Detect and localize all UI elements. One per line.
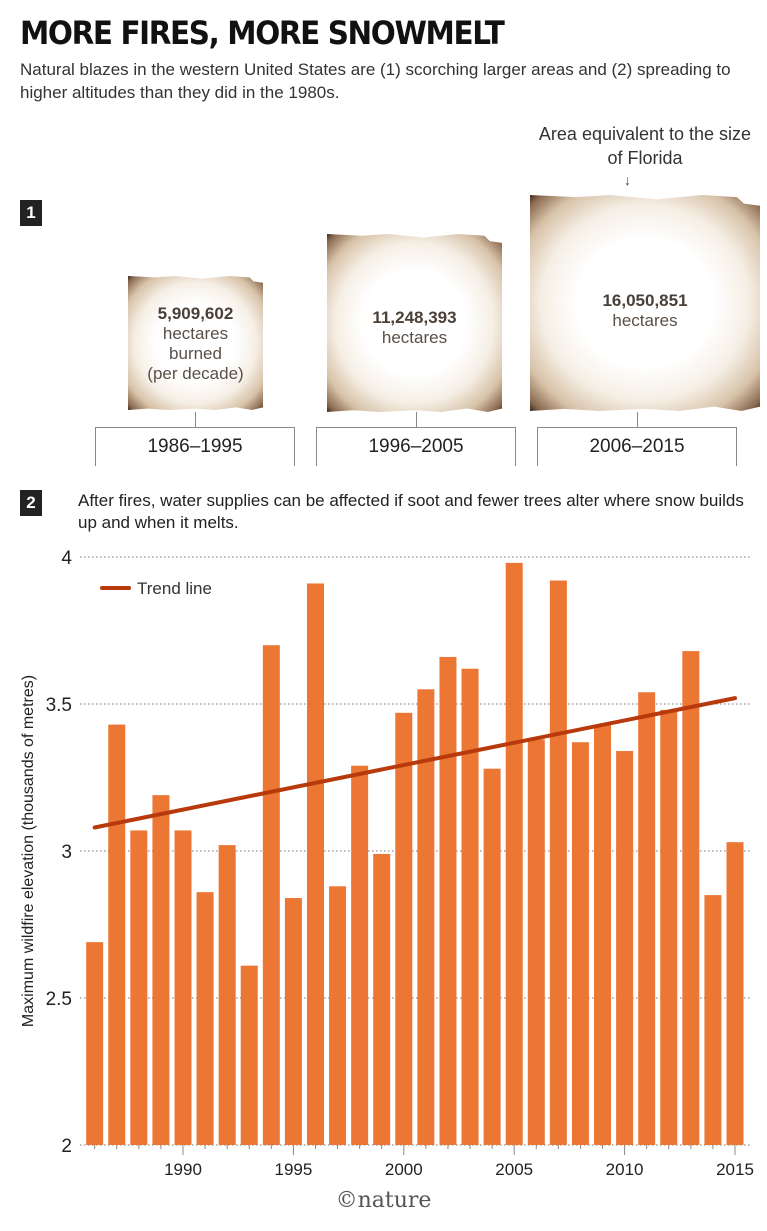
nature-logo: ©nature — [335, 1188, 432, 1213]
bar-2004 — [483, 768, 501, 1145]
area-value: 11,248,393 — [372, 308, 457, 327]
bar-2006 — [527, 739, 545, 1145]
area-unit: hectares — [612, 311, 678, 330]
bar-2014 — [704, 895, 722, 1145]
bar-1998 — [351, 765, 369, 1145]
legend-label: Trend line — [137, 579, 212, 598]
bar-1991 — [196, 892, 214, 1145]
burned-area-paper-1996: 11,248,393 hectares — [327, 234, 502, 412]
bar-2015 — [726, 842, 744, 1145]
bar-2000 — [395, 712, 413, 1145]
annotation-arrow-icon: ↓ — [624, 172, 631, 188]
bar-1993 — [240, 965, 258, 1145]
period-bracket: 1986–1995 — [95, 412, 295, 466]
bar-1989 — [152, 795, 170, 1145]
period-bracket: 2006–2015 — [537, 412, 737, 466]
x-tick-label: 1995 — [274, 1160, 312, 1179]
bar-2009 — [594, 724, 612, 1145]
y-tick-label: 4 — [61, 548, 72, 569]
bar-1987 — [108, 724, 126, 1145]
section-2-text: After fires, water supplies can be affec… — [78, 491, 744, 532]
area-extra: burned — [169, 344, 222, 363]
x-tick-label: 2010 — [606, 1160, 644, 1179]
x-tick-label: 2005 — [495, 1160, 533, 1179]
period-label: 1986–1995 — [147, 436, 243, 457]
bar-2010 — [616, 751, 634, 1145]
area-value: 16,050,851 — [602, 291, 688, 310]
bar-1986 — [86, 942, 104, 1145]
bar-2011 — [638, 692, 656, 1145]
burned-area-paper-2006: 16,050,851 hectares — [530, 195, 760, 411]
bar-2005 — [505, 562, 523, 1145]
area-unit: hectares — [381, 328, 448, 347]
y-tick-label: 2 — [61, 1136, 72, 1157]
x-tick-label: 2000 — [385, 1160, 423, 1179]
bar-1990 — [174, 830, 192, 1145]
florida-annotation: Area equivalent to the size of Florida — [538, 124, 752, 168]
bar-2003 — [461, 668, 479, 1145]
area-unit: hectares — [162, 324, 229, 343]
bar-2013 — [682, 651, 700, 1145]
period-label: 2006–2015 — [589, 436, 685, 457]
bar-2008 — [571, 742, 589, 1145]
bar-1992 — [218, 845, 236, 1145]
burned-area-paper-1986: 5,909,602 hectares burned (per decade) — [128, 276, 263, 410]
x-tick-label: 1990 — [164, 1160, 202, 1179]
bar-1988 — [130, 830, 148, 1145]
bar-2012 — [660, 709, 678, 1145]
area-value: 5,909,602 — [157, 304, 234, 323]
bar-2007 — [549, 580, 567, 1145]
period-bracket: 1996–2005 — [316, 412, 516, 466]
section-1-badge: 1 — [20, 200, 42, 226]
y-tick-label: 3.5 — [46, 695, 72, 716]
y-tick-label: 3 — [61, 842, 72, 863]
bar-1995 — [284, 898, 302, 1145]
y-axis-label: Maximum wildfire elevation (thousands of… — [20, 675, 37, 1027]
bar-1997 — [329, 886, 347, 1145]
area-extra: (per decade) — [147, 364, 244, 383]
bar-2001 — [417, 689, 435, 1145]
period-label: 1996–2005 — [368, 436, 464, 457]
x-tick-label: 2015 — [716, 1160, 754, 1179]
bar-2002 — [439, 656, 457, 1145]
bar-1994 — [262, 645, 280, 1145]
y-tick-label: 2.5 — [46, 989, 72, 1010]
bar-1996 — [306, 583, 324, 1145]
trend-line — [92, 696, 737, 830]
title: MORE FIRES, MORE SNOWMELT — [20, 14, 505, 52]
bar-1999 — [373, 853, 391, 1145]
section-2-badge: 2 — [20, 490, 42, 516]
subtitle: Natural blazes in the western United Sta… — [20, 60, 731, 102]
